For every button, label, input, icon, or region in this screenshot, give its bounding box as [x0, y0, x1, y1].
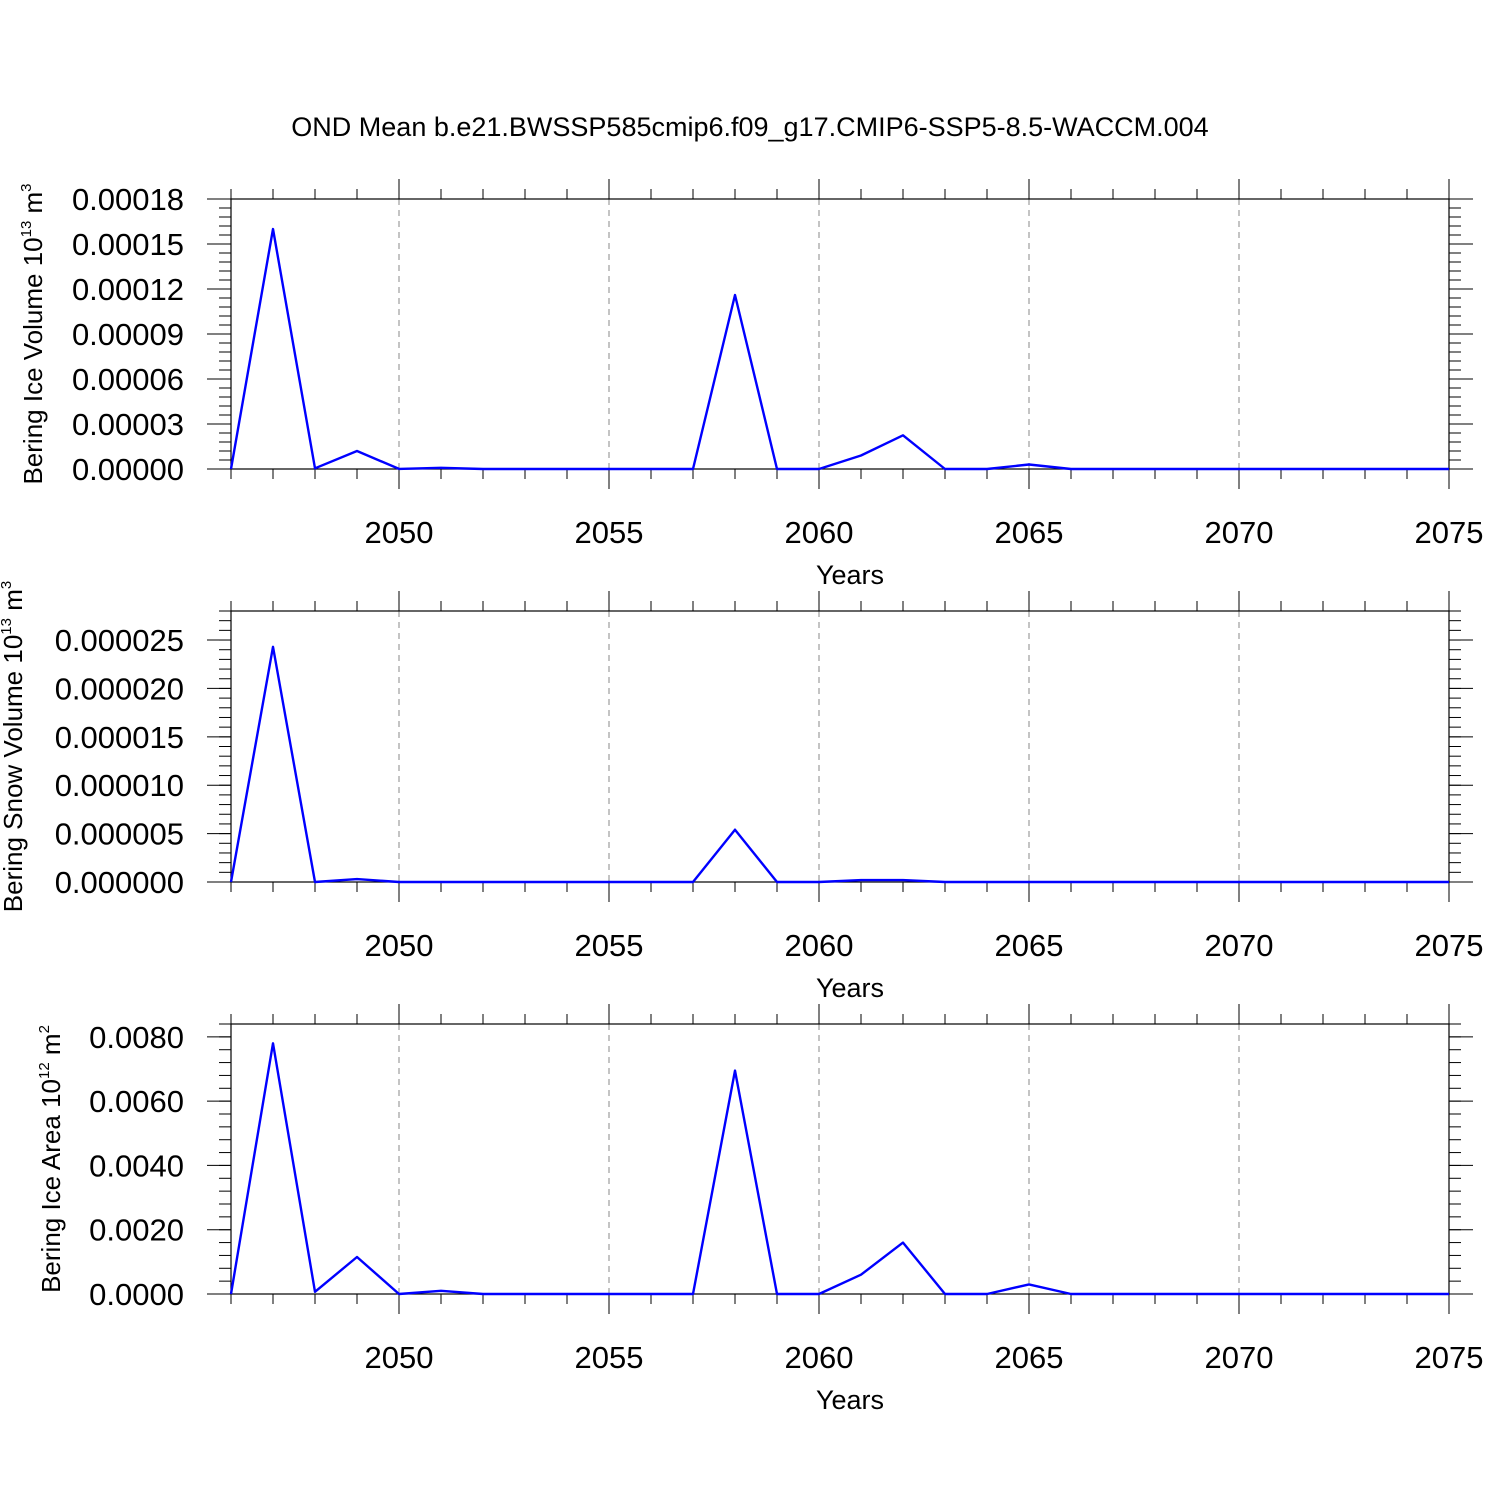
- x-tick-label: 2055: [575, 1340, 644, 1375]
- y-tick-label: 0.00015: [72, 227, 184, 262]
- plot-frame: [230, 1023, 1450, 1295]
- y-axis-label: Bering Ice Area 1012 m2: [36, 1025, 66, 1293]
- x-tick-label: 2070: [1205, 928, 1274, 963]
- x-tick-label: 2055: [575, 928, 644, 963]
- x-tick-label: 2060: [785, 1340, 854, 1375]
- y-tick-label: 0.00003: [72, 407, 184, 442]
- series-line: [229, 1042, 1449, 1296]
- x-axis-label: Years: [816, 973, 884, 1003]
- y-tick-label: 0.00012: [72, 272, 184, 307]
- x-tick-label: 2065: [995, 1340, 1064, 1375]
- y-tick-label: 0.00018: [72, 182, 184, 217]
- x-tick-label: 2070: [1205, 515, 1274, 550]
- x-tick-label: 2060: [785, 928, 854, 963]
- y-tick-label: 0.00000: [72, 452, 184, 487]
- y-tick-label: 0.000010: [55, 768, 184, 803]
- plot-frame: [230, 610, 1450, 883]
- x-tick-label: 2075: [1415, 928, 1484, 963]
- x-tick-label: 2065: [995, 928, 1064, 963]
- y-tick-label: 0.0040: [89, 1148, 184, 1183]
- x-axis-label: Years: [816, 560, 884, 590]
- x-tick-label: 2060: [785, 515, 854, 550]
- x-tick-label: 2050: [365, 928, 434, 963]
- panel-1: 2050 2055 2060 2065 2070 2075 Years 0.00000 0.00…: [18, 179, 1483, 590]
- panels: 2050 2055 2060 2065 2070 2075 Years 0.00000 0.00…: [0, 179, 1483, 1415]
- x-tick-label: 2075: [1415, 515, 1484, 550]
- panel-2: 2050 2055 2060 2065 2070 2075 Years 0.000000 0.0…: [0, 581, 1483, 1003]
- x-tick-label: 2070: [1205, 1340, 1274, 1375]
- figure-title: OND Mean b.e21.BWSSP585cmip6.f09_g17.CMI…: [291, 112, 1208, 142]
- y-tick-label: 0.000000: [55, 865, 184, 900]
- panel-3: 2050 2055 2060 2065 2070 2075 Years 0.0000 0.002…: [36, 1004, 1483, 1415]
- series-line: [229, 645, 1449, 884]
- y-axis-label: Bering Ice Volume 1013 m3: [18, 183, 48, 484]
- y-tick-label: 0.000015: [55, 720, 184, 755]
- x-tick-label: 2050: [365, 1340, 434, 1375]
- y-tick-label: 0.00006: [72, 362, 184, 397]
- x-tick-label: 2050: [365, 515, 434, 550]
- series-line: [229, 227, 1449, 471]
- y-tick-label: 0.0020: [89, 1213, 184, 1248]
- y-tick-label: 0.000020: [55, 671, 184, 706]
- y-tick-label: 0.0000: [89, 1277, 184, 1312]
- plot-frame: [230, 198, 1450, 470]
- y-tick-label: 0.000025: [55, 623, 184, 658]
- y-tick-label: 0.00009: [72, 317, 184, 352]
- y-tick-label: 0.000005: [55, 817, 184, 852]
- x-tick-label: 2065: [995, 515, 1064, 550]
- y-tick-label: 0.0080: [89, 1020, 184, 1055]
- x-axis-label: Years: [816, 1385, 884, 1415]
- y-tick-label: 0.0060: [89, 1084, 184, 1119]
- x-tick-label: 2055: [575, 515, 644, 550]
- y-axis-label: Bering Snow Volume 1013 m3: [0, 581, 28, 912]
- x-tick-label: 2075: [1415, 1340, 1484, 1375]
